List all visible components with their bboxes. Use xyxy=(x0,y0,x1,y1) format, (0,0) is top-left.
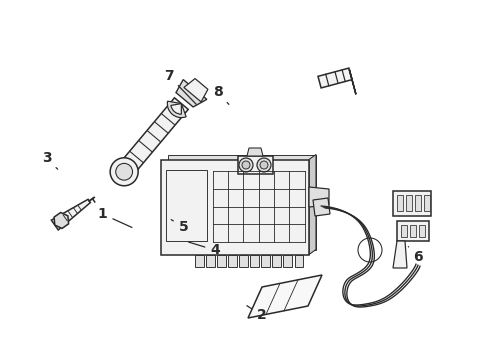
Text: 6: 6 xyxy=(407,247,422,264)
Wedge shape xyxy=(167,101,186,118)
Text: 1: 1 xyxy=(98,207,132,228)
Bar xyxy=(405,195,411,211)
Polygon shape xyxy=(317,68,351,88)
Polygon shape xyxy=(183,78,207,102)
Bar xyxy=(237,156,272,174)
Bar xyxy=(216,255,225,266)
Bar xyxy=(161,159,308,255)
Polygon shape xyxy=(308,154,315,255)
Polygon shape xyxy=(312,198,329,216)
Polygon shape xyxy=(308,187,328,207)
Bar xyxy=(283,255,292,266)
Bar xyxy=(261,255,269,266)
Circle shape xyxy=(116,163,132,180)
Bar xyxy=(272,255,281,266)
Bar xyxy=(165,170,207,241)
Text: 4: 4 xyxy=(188,242,220,257)
Polygon shape xyxy=(51,199,90,230)
Bar xyxy=(239,255,247,266)
Bar xyxy=(418,225,424,237)
Circle shape xyxy=(110,158,138,186)
Wedge shape xyxy=(170,104,181,114)
Polygon shape xyxy=(122,98,188,172)
Circle shape xyxy=(257,158,270,172)
Circle shape xyxy=(242,161,249,169)
Text: 3: 3 xyxy=(41,152,58,169)
Bar xyxy=(414,195,420,211)
Circle shape xyxy=(239,158,252,172)
Circle shape xyxy=(260,161,267,169)
Bar xyxy=(396,221,428,241)
Polygon shape xyxy=(247,275,321,318)
Bar xyxy=(227,255,236,266)
Bar xyxy=(423,195,429,211)
Polygon shape xyxy=(246,148,263,156)
Bar xyxy=(400,225,406,237)
Polygon shape xyxy=(348,69,355,94)
Bar xyxy=(396,195,402,211)
Bar xyxy=(194,255,203,266)
Bar xyxy=(392,191,430,216)
Polygon shape xyxy=(392,241,406,268)
Text: 7: 7 xyxy=(163,69,196,104)
Polygon shape xyxy=(54,212,68,229)
Bar xyxy=(205,255,214,266)
Bar xyxy=(250,255,259,266)
Polygon shape xyxy=(168,154,315,249)
Bar xyxy=(294,255,303,266)
Polygon shape xyxy=(176,80,206,107)
Text: 2: 2 xyxy=(246,306,266,322)
Text: 5: 5 xyxy=(171,220,188,234)
Text: 8: 8 xyxy=(212,85,228,104)
Bar xyxy=(409,225,415,237)
